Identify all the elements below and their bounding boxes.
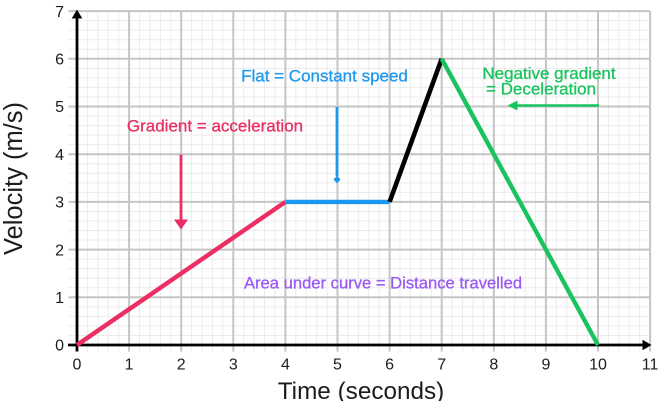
svg-text:Area under curve = Distance tr: Area under curve = Distance travelled [244, 274, 522, 293]
svg-text:4: 4 [281, 357, 290, 374]
svg-text:1: 1 [55, 290, 64, 307]
svg-text:Negative gradient: Negative gradient [482, 64, 616, 83]
svg-text:8: 8 [489, 357, 498, 374]
svg-text:Velocity (m/s): Velocity (m/s) [0, 102, 28, 255]
svg-text:3: 3 [229, 357, 238, 374]
svg-text:0: 0 [73, 357, 82, 374]
svg-text:= Deceleration: = Deceleration [486, 80, 596, 99]
svg-text:1: 1 [125, 357, 134, 374]
svg-text:Gradient = acceleration: Gradient = acceleration [127, 117, 303, 136]
svg-text:3: 3 [55, 195, 64, 212]
svg-text:Time (seconds): Time (seconds) [278, 378, 445, 401]
svg-text:2: 2 [55, 242, 64, 259]
svg-text:0: 0 [55, 338, 64, 355]
svg-text:4: 4 [55, 147, 64, 164]
svg-text:6: 6 [55, 52, 64, 69]
svg-text:2: 2 [177, 357, 186, 374]
svg-text:7: 7 [55, 4, 64, 21]
svg-text:9: 9 [541, 357, 550, 374]
svg-text:11: 11 [642, 357, 659, 374]
svg-text:Flat = Constant speed: Flat = Constant speed [241, 67, 408, 86]
svg-text:5: 5 [333, 357, 342, 374]
svg-text:10: 10 [589, 357, 607, 374]
svg-text:7: 7 [437, 357, 446, 374]
svg-text:6: 6 [385, 357, 394, 374]
svg-text:5: 5 [55, 99, 64, 116]
